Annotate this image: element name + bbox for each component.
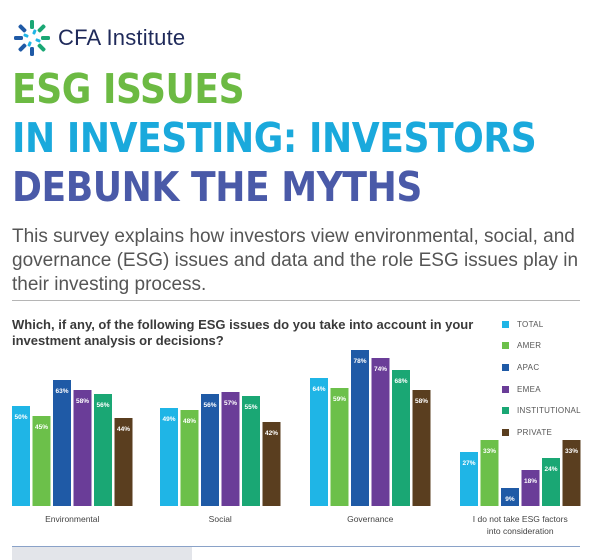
bar-private-0 — [114, 418, 133, 506]
data-label: 9% — [505, 496, 515, 503]
bar-private-1 — [262, 422, 281, 506]
legend-swatch — [502, 385, 509, 393]
data-label: 24% — [544, 466, 557, 473]
bar-apac-1 — [201, 394, 219, 506]
data-label: 49% — [162, 416, 175, 423]
bar-emea-1 — [221, 392, 240, 506]
bar-apac-3 — [501, 488, 519, 506]
category-label: into consideration — [487, 526, 554, 536]
data-label: 57% — [224, 400, 237, 407]
footer-divider — [12, 546, 580, 547]
legend-item-institutional: INSTITUTIONAL — [502, 405, 581, 417]
bar-institutional-1 — [242, 396, 260, 506]
bar-amer-3 — [480, 440, 499, 506]
data-label: 27% — [462, 460, 475, 467]
legend-item-amer: AMER — [502, 340, 581, 352]
data-label: 18% — [524, 478, 537, 485]
data-label: 56% — [96, 402, 109, 409]
data-label: 42% — [265, 430, 278, 437]
legend-swatch — [502, 320, 509, 328]
legend-swatch — [502, 342, 509, 350]
bar-emea-0 — [73, 390, 92, 506]
bar-emea-3 — [521, 470, 540, 506]
legend-label: INSTITUTIONAL — [517, 406, 581, 416]
bar-private-2 — [412, 390, 431, 506]
legend-label: AMER — [517, 341, 542, 351]
data-label: 68% — [394, 378, 407, 385]
bar-total-2 — [310, 378, 328, 506]
data-label: 55% — [244, 404, 257, 411]
footer-tab — [12, 546, 192, 560]
bar-chart: 50% 45% 63% 58% 56% 44% Environmental 49% 48% 56%… — [12, 350, 581, 536]
brand-name: CFA Institute — [58, 25, 186, 50]
data-label: 58% — [76, 398, 89, 405]
data-label: 33% — [483, 448, 496, 455]
cfa-institute-logo — [14, 20, 50, 56]
chart-title: Which, if any, of the following ESG issu… — [12, 317, 474, 348]
legend-label: EMEA — [517, 384, 541, 394]
bar-amer-0 — [32, 416, 51, 506]
headline-line-1: ESG ISSUES — [12, 65, 245, 113]
category-label: I do not take ESG factors — [473, 514, 568, 524]
legend-item-total: TOTAL — [502, 318, 581, 330]
data-label: 58% — [415, 398, 428, 405]
data-label: 78% — [353, 358, 366, 365]
bar-institutional-2 — [392, 370, 410, 506]
divider — [12, 300, 580, 301]
chart-legend: TOTAL AMER APAC EMEA INSTITUTIONAL PRIVATE — [502, 318, 581, 448]
bar-amer-2 — [330, 388, 349, 506]
bar-emea-2 — [371, 358, 390, 506]
legend-item-emea: EMEA — [502, 383, 581, 395]
bar-total-0 — [12, 406, 30, 506]
category-label: Environmental — [45, 514, 99, 524]
legend-swatch — [502, 428, 509, 436]
data-label: 33% — [565, 448, 578, 455]
headline-line-3: DEBUNK THE MYTHS — [12, 163, 422, 211]
bar-institutional-0 — [94, 394, 112, 506]
data-label: 74% — [374, 366, 387, 373]
data-label: 44% — [117, 426, 130, 433]
data-label: 50% — [14, 414, 27, 421]
legend-label: PRIVATE — [517, 427, 553, 437]
bar-apac-0 — [53, 380, 71, 506]
data-label: 63% — [55, 388, 68, 395]
bar-apac-2 — [351, 350, 369, 506]
intro-text: This survey explains how investors view … — [12, 226, 579, 295]
bar-private-3 — [562, 440, 581, 506]
data-label: 48% — [183, 418, 196, 425]
legend-item-apac: APAC — [502, 361, 581, 373]
bar-institutional-3 — [542, 458, 560, 506]
bar-amer-1 — [180, 410, 199, 506]
legend-label: TOTAL — [517, 319, 544, 329]
data-label: 45% — [35, 424, 48, 431]
legend-swatch — [502, 363, 509, 371]
legend-item-private: PRIVATE — [502, 426, 581, 438]
data-label: 64% — [312, 386, 325, 393]
category-label: Social — [209, 514, 232, 524]
bar-total-1 — [160, 408, 178, 506]
category-label: Governance — [347, 514, 394, 524]
data-label: 56% — [203, 402, 216, 409]
data-label: 59% — [333, 396, 346, 403]
legend-label: APAC — [517, 362, 540, 372]
legend-swatch — [502, 407, 509, 415]
headline-line-2: IN INVESTING: INVESTORS — [12, 114, 537, 162]
bar-total-3 — [460, 452, 478, 506]
